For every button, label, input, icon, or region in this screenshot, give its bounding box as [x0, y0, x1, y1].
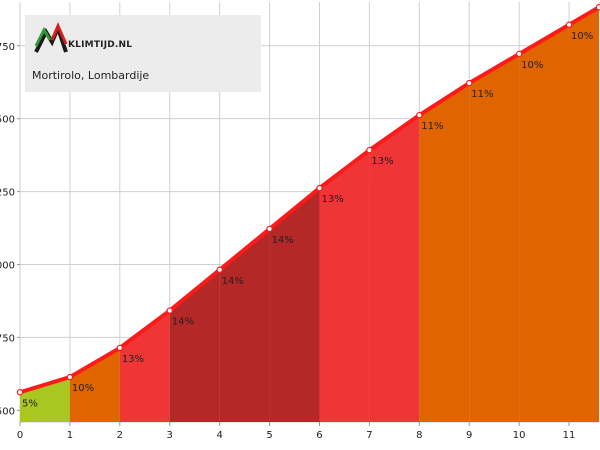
grade-segment-8: [419, 83, 470, 422]
grade-segment-11: [569, 7, 599, 422]
y-tick-label-4: 1500: [0, 115, 15, 126]
grade-segment-5: [269, 188, 320, 422]
climb-info-box: KLIMTIJD.NL Mortirolo, Lombardije: [25, 15, 261, 92]
profile-point-0: [16, 389, 24, 396]
x-tick-label-7: 7: [366, 430, 372, 441]
grade-segment-1: [69, 347, 120, 422]
x-tick-label-2: 2: [117, 430, 123, 441]
y-tick-label-1: 750: [0, 333, 15, 344]
profile-point-1: [66, 373, 74, 381]
x-tick-label-10: 10: [513, 430, 526, 441]
profile-point-7: [366, 146, 373, 154]
grade-label-2: 13%: [122, 354, 144, 365]
profile-point-6: [316, 184, 323, 192]
grade-segment-7: [369, 115, 420, 423]
profile-point-2: [116, 344, 124, 352]
profile-point-4: [216, 266, 223, 273]
grade-label-8: 11%: [421, 121, 443, 132]
mountain-logo-icon: [34, 22, 68, 53]
grade-label-3: 14%: [172, 317, 194, 328]
x-axis-ticks: 0 1 2 3 4 5 6 7 8 9 10 11: [17, 422, 576, 441]
grade-label-1: 10%: [72, 383, 94, 394]
x-tick-label-5: 5: [266, 430, 272, 441]
x-tick-label-4: 4: [216, 430, 222, 441]
profile-point-12: [595, 4, 600, 11]
grade-label-9: 11%: [471, 89, 493, 100]
x-tick-label-9: 9: [466, 430, 472, 441]
profile-point-5: [266, 225, 273, 233]
profile-point-3: [166, 307, 173, 314]
y-tick-label-2: 1000: [0, 261, 15, 272]
grade-segments: [20, 7, 599, 423]
y-tick-label-5: 1750: [0, 42, 15, 53]
grade-label-0: 5%: [22, 398, 38, 409]
profile-point-11: [565, 21, 573, 28]
grade-segment-2: [119, 310, 170, 422]
profile-line-group: [16, 4, 600, 396]
x-tick-label-6: 6: [316, 430, 322, 441]
profile-point-8: [416, 111, 423, 119]
y-axis-ticks: 500 750 1000 1250 1500 1750: [0, 42, 20, 417]
y-tick-label-3: 1250: [0, 188, 15, 199]
grade-segment-0: [20, 377, 70, 422]
grade-label-5: 14%: [272, 235, 294, 246]
grade-label-11: 10%: [571, 31, 593, 42]
x-tick-label-0: 0: [17, 430, 23, 441]
x-tick-label-1: 1: [67, 430, 73, 441]
x-tick-label-8: 8: [416, 430, 422, 441]
y-tick-label-0: 500: [0, 406, 15, 417]
profile-point-9: [466, 79, 473, 87]
profile-point-10: [515, 50, 523, 58]
climb-name: Mortirolo, Lombardije: [32, 69, 150, 82]
grade-segment-10: [519, 24, 570, 422]
grade-label-6: 13%: [321, 194, 343, 205]
grade-segment-9: [469, 53, 520, 423]
x-tick-label-3: 3: [167, 430, 173, 441]
x-tick-label-11: 11: [563, 430, 576, 441]
grade-segment-6: [319, 150, 370, 422]
grade-labels: 5% 10% 13% 14% 14% 14% 13% 13% 11% 11% 10% 10%: [22, 31, 593, 410]
site-name: KLIMTIJD.NL: [68, 40, 133, 50]
grade-label-4: 14%: [222, 276, 244, 287]
grade-label-7: 13%: [371, 156, 393, 167]
grade-label-10: 10%: [521, 60, 543, 71]
grade-segment-4: [219, 228, 270, 422]
grade-segment-3: [169, 269, 220, 422]
